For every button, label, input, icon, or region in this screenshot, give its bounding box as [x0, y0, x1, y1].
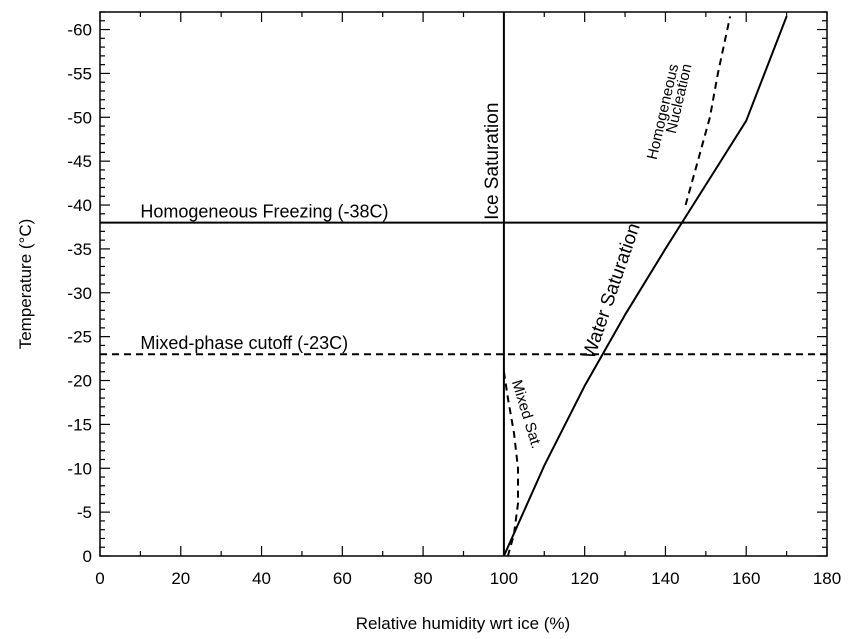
- series-water-saturation-line: [502, 16, 788, 557]
- y-tick-label: -50: [67, 108, 92, 127]
- y-tick-label: -60: [67, 21, 92, 40]
- chart-marks: [100, 12, 827, 557]
- series-mixed-sat-line: [502, 371, 519, 557]
- y-tick-label: -35: [67, 240, 92, 259]
- y-tick-label: -20: [67, 372, 92, 391]
- annotation-homogeneous-freezing-38c: Homogeneous Freezing (-38C): [140, 201, 388, 221]
- y-tick-label: -5: [77, 503, 92, 522]
- annotation-ice-saturation: Ice Saturation: [482, 103, 503, 220]
- x-tick-label: 0: [95, 569, 104, 588]
- chart-annotations: 0 20 40 60 80 100 120 140 160 180 0 -5 -10 -15 -20 -25 -…: [67, 21, 841, 588]
- y-tick-label: -30: [67, 284, 92, 303]
- y-tick-label: -40: [67, 196, 92, 215]
- x-tick-label: 100: [490, 569, 518, 588]
- y-axis-title: Temperature (°C): [16, 219, 35, 350]
- y-tick-label: -45: [67, 152, 92, 171]
- x-tick-label: 180: [813, 569, 841, 588]
- x-axis-title: Relative humidity wrt ice (%): [356, 614, 570, 633]
- x-tick-label: 120: [570, 569, 598, 588]
- y-tick-label: -25: [67, 328, 92, 347]
- y-tick-label: -55: [67, 64, 92, 83]
- axis-ticks: [99, 11, 828, 557]
- x-tick-label: 80: [414, 569, 433, 588]
- annotation-water-saturation: Water Saturation: [579, 221, 645, 362]
- y-tick-label: -15: [67, 415, 92, 434]
- series-homogeneous-nucleation-line: [684, 16, 732, 206]
- y-tick-label: 0: [83, 547, 92, 566]
- x-tick-label: 140: [651, 569, 679, 588]
- annotation-mixed-sat: Mixed Sat.: [508, 378, 545, 451]
- plot-frame: [99, 11, 828, 557]
- y-tick-label: -10: [67, 459, 92, 478]
- annotation-mixed-phase-cutoff-23c: Mixed-phase cutoff (-23C): [140, 333, 348, 353]
- x-tick-label: 160: [732, 569, 760, 588]
- x-tick-label: 40: [252, 569, 271, 588]
- x-tick-label: 60: [333, 569, 352, 588]
- x-tick-label: 20: [171, 569, 190, 588]
